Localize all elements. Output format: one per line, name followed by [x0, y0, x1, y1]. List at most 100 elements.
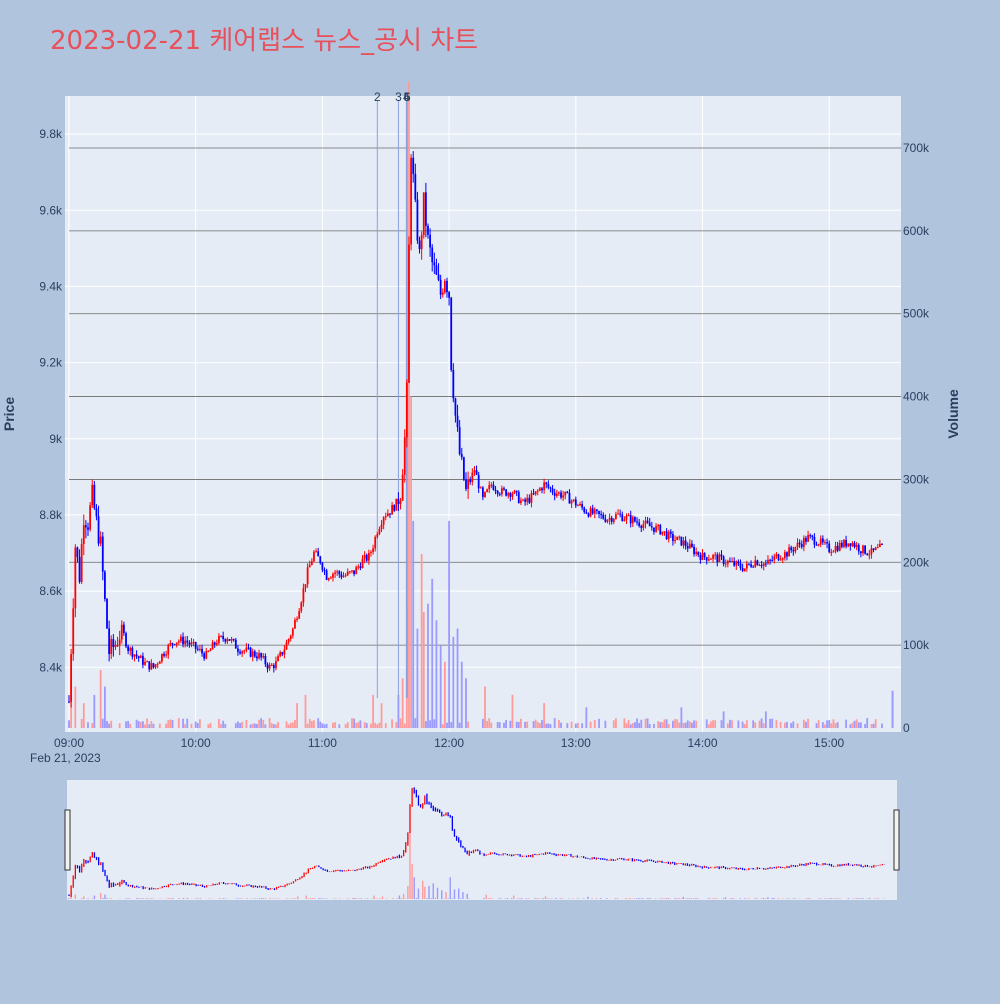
slider-volume-bar: [352, 898, 353, 899]
candle-body: [433, 262, 435, 265]
slider-volume-bar: [695, 898, 696, 899]
candle-body: [579, 504, 581, 505]
candle-body: [191, 642, 193, 644]
volume-bar: [864, 724, 866, 728]
volume-bar: [262, 720, 264, 728]
slider-volume-bar: [833, 898, 834, 899]
candle-body: [699, 555, 701, 560]
candle-body: [501, 488, 503, 494]
volume-bar: [689, 722, 691, 728]
candle-body: [72, 608, 74, 654]
volume-bar: [668, 724, 670, 728]
candle-body: [754, 560, 756, 566]
volume-tick-label: 400k: [903, 390, 930, 404]
slider-volume-bar: [106, 898, 107, 899]
candle-body: [782, 558, 784, 559]
volume-bar: [674, 719, 676, 728]
price-tick-label: 9.8k: [39, 127, 63, 141]
volume-bar: [391, 719, 393, 728]
volume-bar: [237, 721, 239, 728]
slider-volume-bar: [170, 898, 171, 899]
slider-volume-bar: [757, 898, 758, 899]
slider-volume-bar: [411, 864, 412, 899]
candle-body: [799, 543, 801, 544]
volume-bar: [860, 722, 862, 728]
candle-body: [600, 514, 602, 515]
candle-body: [336, 571, 338, 572]
volume-tick-label: 500k: [903, 307, 930, 321]
range-slider[interactable]: [67, 780, 897, 900]
candle-body: [224, 639, 226, 641]
volume-bar: [695, 721, 697, 728]
candle-body: [398, 499, 400, 504]
volume-bar: [509, 721, 511, 728]
volume-tick-label: 100k: [903, 638, 930, 652]
slider-volume-bar: [428, 886, 429, 899]
volume-bar: [127, 721, 129, 728]
candle-body: [729, 561, 731, 562]
candle-body: [522, 499, 524, 500]
volume-bar: [421, 554, 423, 728]
range-slider-left-handle[interactable]: [65, 810, 70, 870]
volume-bar: [376, 724, 378, 728]
volume-bar: [683, 723, 685, 728]
slider-volume-bar: [68, 898, 69, 899]
slider-volume-bar: [195, 898, 196, 899]
volume-bar: [414, 718, 416, 728]
candle-body: [229, 639, 231, 641]
slider-volume-bar: [397, 898, 398, 899]
candle-body: [752, 567, 754, 568]
volume-bar: [533, 721, 535, 728]
candle-body: [296, 619, 298, 620]
volume-bar: [672, 721, 674, 728]
volume-bar: [423, 612, 425, 728]
range-slider-right-handle[interactable]: [894, 810, 899, 870]
candle-body: [830, 552, 832, 553]
candle-body: [431, 247, 433, 262]
candle-body: [780, 560, 782, 561]
slider-volume-bar: [634, 898, 635, 899]
candle-body: [725, 564, 727, 565]
volume-bar: [742, 722, 744, 728]
candle-body: [651, 526, 653, 527]
slider-volume-bar: [435, 898, 436, 899]
slider-volume-bar: [712, 898, 713, 899]
candle-body: [858, 545, 860, 552]
slider-volume-bar: [238, 898, 239, 899]
slider-volume-bar: [403, 894, 404, 899]
candle-body: [649, 523, 651, 527]
volume-bar: [676, 719, 678, 728]
slider-volume-bar: [755, 898, 756, 899]
slider-volume-bar: [691, 898, 692, 899]
candle-body: [678, 537, 680, 538]
slider-volume-bar: [200, 898, 201, 899]
slider-volume-bar: [642, 898, 643, 899]
volume-bar: [357, 722, 359, 728]
candle-body: [604, 519, 606, 522]
slider-volume-bar: [685, 898, 686, 899]
volume-bar: [311, 721, 313, 728]
slider-volume-bar: [318, 898, 319, 899]
candle-body: [195, 642, 197, 649]
candle-body: [233, 639, 235, 640]
volume-bar: [512, 695, 514, 728]
candle-body: [623, 520, 625, 521]
slider-volume-bar: [136, 898, 137, 899]
volume-bar: [398, 695, 400, 728]
candle-body: [294, 620, 296, 628]
candle-body: [182, 637, 184, 644]
volume-bar: [598, 719, 600, 728]
candle-body: [279, 652, 281, 656]
candle-body: [93, 485, 95, 508]
candle-body: [712, 555, 714, 559]
slider-volume-bar: [445, 892, 446, 899]
candle-body: [144, 662, 146, 665]
slider-volume-bar: [462, 892, 463, 899]
candle-body: [214, 642, 216, 644]
volume-bar: [400, 718, 402, 728]
slider-volume-bar: [568, 898, 569, 899]
volume-bar: [710, 721, 712, 728]
candle-body: [716, 555, 718, 562]
candle-body: [210, 649, 212, 651]
candle-body: [155, 664, 157, 667]
